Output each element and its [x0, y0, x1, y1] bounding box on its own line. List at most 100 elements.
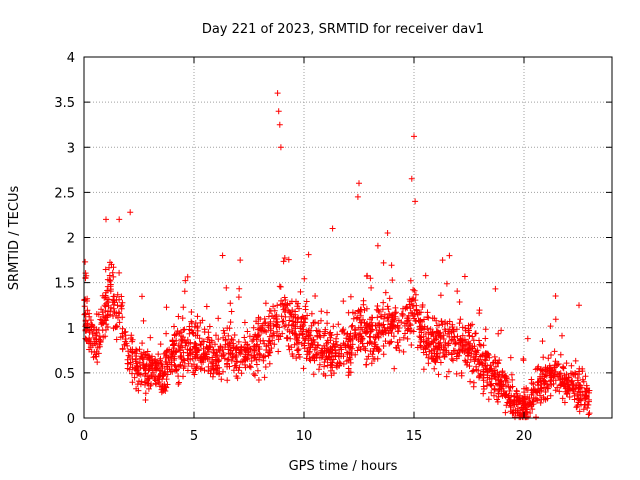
gridlines	[84, 57, 612, 418]
data-point	[194, 324, 201, 331]
data-point	[98, 321, 105, 328]
data-point	[102, 292, 109, 299]
data-point	[346, 369, 353, 376]
data-point	[491, 392, 497, 399]
data-point	[81, 303, 88, 310]
data-point	[412, 291, 419, 298]
data-point	[327, 367, 334, 374]
data-point	[341, 341, 348, 348]
data-point	[382, 338, 389, 345]
data-point	[163, 348, 170, 355]
data-point	[438, 318, 445, 325]
data-point	[360, 316, 366, 323]
data-point	[470, 367, 477, 374]
data-point	[206, 323, 213, 330]
data-point	[247, 346, 254, 353]
data-point	[279, 318, 286, 325]
data-point	[98, 306, 105, 313]
data-point	[293, 355, 300, 362]
data-point	[480, 383, 487, 390]
data-point	[318, 308, 325, 315]
data-point	[106, 272, 113, 279]
data-point	[371, 339, 378, 346]
data-point	[270, 303, 277, 310]
data-point	[450, 357, 456, 364]
data-point	[118, 305, 125, 312]
data-point	[173, 349, 180, 355]
data-point	[529, 406, 536, 413]
data-point	[216, 347, 223, 354]
data-point	[335, 321, 342, 328]
data-point	[328, 350, 335, 357]
data-point	[266, 333, 273, 340]
data-point	[116, 216, 123, 223]
data-point	[296, 354, 303, 360]
data-point	[358, 306, 365, 313]
data-point	[86, 329, 93, 336]
data-point	[552, 293, 559, 299]
data-point	[579, 376, 586, 383]
data-point	[137, 371, 144, 378]
data-point	[495, 393, 502, 400]
data-point	[194, 313, 201, 320]
data-point	[208, 365, 214, 372]
data-point	[345, 372, 352, 379]
data-point	[180, 365, 187, 372]
data-point	[235, 294, 242, 301]
data-point	[380, 343, 387, 349]
data-point	[582, 373, 589, 380]
data-point	[431, 358, 438, 365]
data-point	[370, 333, 377, 340]
data-point	[224, 377, 231, 384]
data-point	[454, 333, 461, 340]
data-point	[498, 378, 505, 385]
axis-ticks: 0 0.5 1 1.5 2 2.5 3 3.5 4 0 5 10 15 20	[54, 51, 612, 444]
data-point	[114, 323, 121, 330]
data-point	[362, 347, 369, 354]
data-point	[82, 258, 89, 265]
data-point	[256, 325, 263, 332]
data-point	[147, 334, 154, 341]
data-point	[268, 345, 275, 352]
data-point	[439, 257, 446, 264]
data-point	[282, 313, 289, 320]
data-point	[252, 344, 258, 350]
data-point	[409, 310, 416, 317]
data-point	[528, 376, 535, 383]
data-point	[241, 334, 248, 341]
data-point	[508, 371, 515, 378]
data-point	[305, 251, 312, 258]
data-point	[114, 291, 121, 298]
data-point	[257, 352, 264, 358]
data-point	[194, 351, 200, 358]
data-point	[214, 352, 221, 358]
data-point	[116, 319, 123, 326]
data-point	[306, 344, 313, 351]
data-point	[129, 379, 136, 386]
data-point	[380, 299, 387, 306]
data-point	[410, 302, 417, 309]
data-point	[576, 302, 582, 309]
data-point	[417, 323, 424, 330]
data-point	[435, 330, 442, 336]
data-point	[270, 322, 277, 329]
data-point	[368, 360, 375, 367]
data-point	[197, 366, 204, 373]
data-point	[420, 366, 427, 373]
data-point	[179, 359, 186, 366]
data-point	[532, 395, 539, 402]
data-point	[292, 323, 299, 330]
data-point	[492, 285, 499, 292]
data-point	[242, 364, 249, 371]
data-point	[500, 372, 507, 379]
data-point	[349, 345, 356, 352]
data-point	[310, 353, 317, 360]
data-point	[129, 370, 135, 377]
data-point	[385, 306, 392, 313]
data-point	[547, 323, 554, 330]
data-point	[100, 334, 107, 341]
x-tick-label: 15	[406, 429, 423, 444]
data-point	[476, 341, 483, 348]
data-point	[194, 363, 201, 370]
data-point	[292, 314, 299, 321]
